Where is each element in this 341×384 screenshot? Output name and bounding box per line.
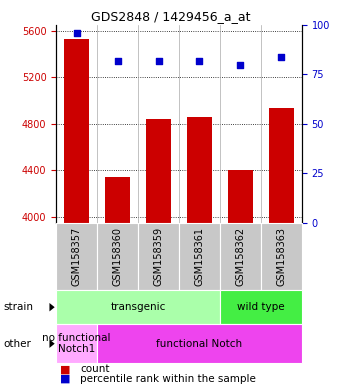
Point	[115, 58, 120, 64]
Text: GSM158363: GSM158363	[276, 227, 286, 286]
Point	[238, 61, 243, 68]
Text: transgenic: transgenic	[110, 302, 166, 312]
Text: percentile rank within the sample: percentile rank within the sample	[80, 374, 256, 384]
Bar	[187, 117, 212, 223]
Bar	[269, 108, 294, 223]
Text: strain: strain	[3, 302, 33, 312]
Bar	[228, 170, 253, 223]
Point	[156, 58, 161, 64]
Text: GSM158361: GSM158361	[194, 227, 205, 286]
Bar	[105, 177, 130, 223]
Point	[74, 30, 79, 36]
Text: GSM158357: GSM158357	[72, 227, 82, 286]
Point	[197, 58, 202, 64]
Point	[279, 53, 284, 60]
Text: GSM158359: GSM158359	[153, 227, 164, 286]
Text: other: other	[3, 339, 31, 349]
Bar	[64, 39, 89, 223]
Text: no functional
Notch1: no functional Notch1	[43, 333, 111, 354]
Text: wild type: wild type	[237, 302, 285, 312]
Text: ■: ■	[60, 364, 70, 374]
Text: count: count	[80, 364, 110, 374]
Text: GSM158360: GSM158360	[113, 227, 123, 286]
Bar	[146, 119, 171, 223]
Text: GSM158362: GSM158362	[235, 227, 246, 286]
Text: ■: ■	[60, 374, 70, 384]
Text: functional Notch: functional Notch	[157, 339, 242, 349]
Text: GDS2848 / 1429456_a_at: GDS2848 / 1429456_a_at	[91, 10, 250, 23]
